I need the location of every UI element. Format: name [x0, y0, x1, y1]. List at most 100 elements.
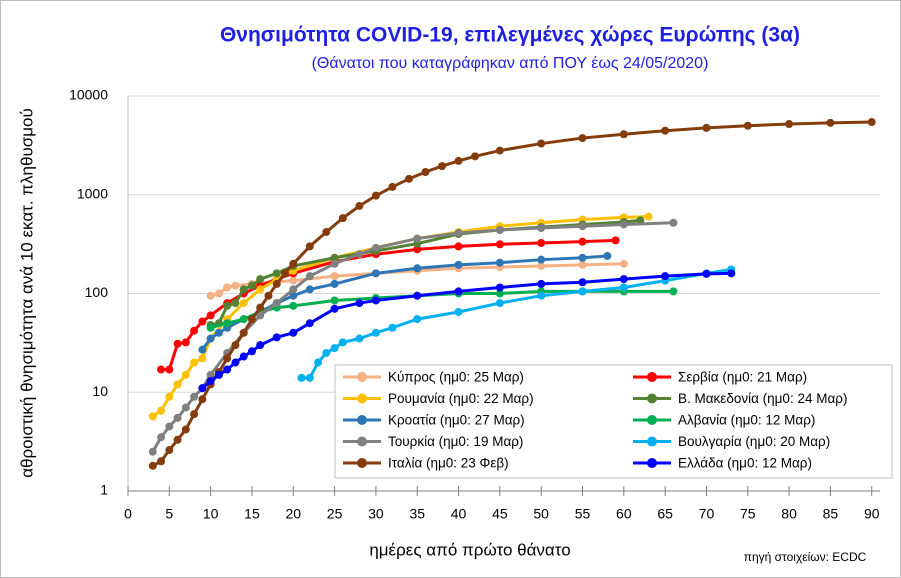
series-marker: [495, 289, 504, 298]
series-marker: [206, 311, 215, 320]
x-tick-label: 5: [165, 506, 173, 522]
legend-swatch-marker: [647, 458, 657, 468]
series-marker: [644, 212, 653, 221]
legend-label: Αλβανία (ημ0: 12 Μαρ): [678, 413, 815, 428]
series-marker: [454, 307, 463, 316]
series-marker: [371, 269, 380, 278]
series-marker: [661, 126, 670, 135]
series-marker: [413, 291, 422, 300]
series-marker: [206, 370, 215, 379]
series-marker: [157, 406, 166, 415]
series-marker: [181, 370, 190, 379]
series-marker: [338, 214, 347, 223]
x-tick-label: 50: [533, 506, 549, 522]
series-marker: [206, 334, 215, 343]
series-marker: [338, 338, 347, 347]
series-marker: [148, 412, 157, 421]
legend-label: Κροατία (ημ0: 27 Μαρ): [388, 413, 525, 428]
chart-subtitle: (Θάνατοι που καταγράφηκαν από ΠΟΥ έως 24…: [312, 55, 709, 72]
series-marker: [256, 311, 265, 320]
series-marker: [173, 339, 182, 348]
series-marker: [272, 299, 281, 308]
legend-label: Σερβία (ημ0: 21 Μαρ): [678, 370, 807, 385]
x-tick-label: 15: [244, 506, 260, 522]
series-marker: [322, 348, 331, 357]
series-marker: [743, 121, 752, 130]
x-tick-label: 70: [699, 506, 715, 522]
series-marker: [578, 237, 587, 246]
series-marker: [785, 120, 794, 129]
series-marker: [330, 304, 339, 313]
x-tick-label: 60: [616, 506, 632, 522]
series-marker: [231, 281, 240, 290]
series-marker: [371, 328, 380, 337]
series-marker: [281, 269, 290, 278]
series-marker: [578, 253, 587, 262]
series-marker: [297, 373, 306, 382]
series-marker: [826, 118, 835, 127]
series-marker: [578, 134, 587, 143]
series-marker: [206, 291, 215, 300]
series-marker: [198, 354, 207, 363]
series-marker: [669, 218, 678, 227]
series-marker: [603, 251, 612, 260]
series-marker: [272, 333, 281, 342]
legend-label: Κύπρος (ημ0: 25 Μαρ): [388, 370, 524, 385]
x-tick-label: 25: [327, 506, 343, 522]
series-marker: [256, 275, 265, 284]
series-marker: [214, 289, 223, 298]
series-marker: [190, 358, 199, 367]
series-marker: [239, 328, 248, 337]
series-marker: [165, 446, 174, 455]
series-marker: [330, 279, 339, 288]
series-marker: [247, 281, 256, 290]
series-marker: [181, 338, 190, 347]
x-tick-label: 40: [451, 506, 467, 522]
series-marker: [404, 174, 413, 183]
series-marker: [471, 152, 480, 161]
legend-label: Ρουμανία (ημ0: 22 Μαρ): [388, 391, 534, 406]
series-marker: [190, 410, 199, 419]
series-marker: [578, 222, 587, 231]
series-marker: [157, 457, 166, 466]
series-marker: [355, 250, 364, 259]
series-marker: [314, 358, 323, 367]
series-marker: [272, 279, 281, 288]
legend-swatch-marker: [647, 436, 657, 447]
series-marker: [619, 220, 628, 229]
series-marker: [165, 365, 174, 374]
legend-swatch-marker: [357, 372, 367, 382]
series-marker: [702, 269, 711, 278]
series-marker: [454, 156, 463, 165]
series-marker: [272, 269, 281, 278]
series-marker: [619, 283, 628, 292]
series-marker: [239, 315, 248, 324]
series-marker: [165, 422, 174, 431]
series-marker: [578, 278, 587, 287]
series-marker: [214, 370, 223, 379]
series-marker: [495, 283, 504, 292]
series-marker: [247, 347, 256, 356]
y-tick-label: 1000: [77, 185, 108, 201]
series-marker: [198, 384, 207, 393]
series-marker: [413, 245, 422, 254]
series-marker: [355, 201, 364, 210]
series-marker: [256, 303, 265, 312]
legend-swatch-marker: [357, 393, 367, 404]
series-marker: [330, 253, 339, 262]
series-marker: [388, 323, 397, 332]
series-marker: [495, 225, 504, 234]
series-marker: [305, 285, 314, 294]
series-marker: [239, 285, 248, 294]
series-marker: [289, 328, 298, 337]
series-marker: [388, 182, 397, 191]
x-tick-label: 45: [492, 506, 508, 522]
series-marker: [413, 264, 422, 273]
series-marker: [537, 261, 546, 270]
x-tick-label: 30: [368, 506, 384, 522]
series-marker: [264, 291, 273, 300]
series-marker: [173, 380, 182, 389]
series-marker: [495, 146, 504, 155]
